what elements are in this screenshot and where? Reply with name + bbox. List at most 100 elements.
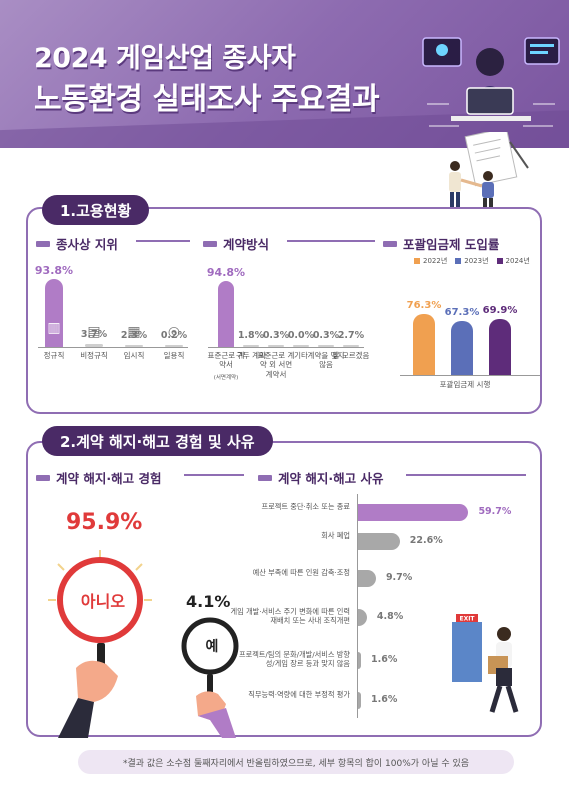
axis-line xyxy=(357,494,358,718)
building-icon: ▥ xyxy=(47,320,61,336)
wage-subtitle: 포괄임금제 도입률 xyxy=(383,234,499,253)
status-subtitle: 종사상 지위 xyxy=(36,234,190,253)
section1-box xyxy=(26,207,542,414)
section2-title: 2.계약 해지·해고 경험 및 사유 xyxy=(42,426,273,456)
value-label: 94.8% xyxy=(206,265,246,279)
value-label: 0.2% xyxy=(160,330,188,341)
contract-subtitle-text: 계약방식 xyxy=(223,237,270,252)
legend-swatch xyxy=(455,258,462,264)
gamer-illustration xyxy=(422,37,560,127)
reason-value-label: 59.7% xyxy=(478,506,512,517)
value-label: 0.0% xyxy=(287,330,315,341)
yes-label: 예 xyxy=(205,639,219,655)
section1-title: 1.고용현황 xyxy=(42,195,150,225)
reason-category-label: 프로젝트 중단·취소 또는 종료 xyxy=(261,502,351,511)
category-label: 잘 모르겠음 xyxy=(332,351,370,360)
subtitle-marker xyxy=(258,474,272,481)
experience-subtitle: 계약 해지·해고 경험 xyxy=(36,468,244,487)
subtitle-rule xyxy=(287,240,375,242)
reason-bar xyxy=(358,692,361,709)
category-label: 구두 계약 xyxy=(236,351,266,360)
calendar-icon: ▦ xyxy=(127,324,141,340)
legend-label: 2023년 xyxy=(464,257,489,265)
yes-value: 4.1% xyxy=(186,592,231,611)
value-label: 2.3% xyxy=(120,330,148,341)
magnifier-yes-illustration xyxy=(181,617,239,738)
category-label: 임시직 xyxy=(123,351,145,360)
status-subtitle-text: 종사상 지위 xyxy=(56,237,118,252)
axis-line xyxy=(208,347,364,348)
wage-legend: 2022년 2023년 2024년 xyxy=(414,256,538,266)
subtitle-rule xyxy=(136,240,190,242)
category-label: 표준근로 계약 외 서면 계약서 xyxy=(257,351,295,379)
bar xyxy=(218,280,234,347)
subtitle-rule xyxy=(406,474,526,476)
reason-bar xyxy=(358,652,361,669)
magnifier-no-illustration xyxy=(48,550,152,738)
reason-bar xyxy=(358,533,400,550)
legend-swatch xyxy=(496,258,503,264)
reason-category-label: 직무능력·역량에 대한 부정적 평가 xyxy=(248,690,350,699)
axis-line xyxy=(400,375,540,376)
category-label: 비정규직 xyxy=(80,351,108,360)
legend-label: 2022년 xyxy=(423,257,448,265)
bar xyxy=(45,279,63,347)
page-title-line1: 2024 게임산업 종사자 xyxy=(34,43,296,74)
reason-value-label: 1.6% xyxy=(371,654,398,665)
handshake-illustration xyxy=(449,132,529,210)
legend-label: 2024년 xyxy=(505,257,530,265)
legend-2023: 2023년 xyxy=(455,256,489,266)
reason-value-label: 4.8% xyxy=(376,611,404,622)
bar xyxy=(293,345,309,347)
wage-bar xyxy=(451,321,473,375)
bar xyxy=(268,345,284,347)
reasons-subtitle: 계약 해지·해고 사유 xyxy=(258,468,526,487)
bar xyxy=(125,345,143,347)
coins-icon: ◎ xyxy=(167,324,181,340)
value-label: 93.8% xyxy=(34,264,74,278)
reason-bar xyxy=(358,570,376,587)
value-label: 3.7% xyxy=(80,329,108,341)
wage-subtitle-text: 포괄임금제 도입률 xyxy=(403,237,500,252)
category-label: 기타 xyxy=(294,351,308,360)
reason-value-label: 22.6% xyxy=(409,535,443,546)
no-value: 95.9% xyxy=(66,510,143,535)
bar xyxy=(243,345,259,347)
value-label: 1.8% xyxy=(237,330,265,341)
reason-bar xyxy=(358,504,469,521)
subtitle-rule xyxy=(184,474,244,476)
page-title-line2: 노동환경 실태조사 주요결과 xyxy=(34,82,380,117)
category-label: 정규직 xyxy=(43,351,65,360)
axis-line xyxy=(38,347,188,348)
bar xyxy=(165,345,183,347)
bar xyxy=(343,345,359,347)
wage-value-label: 69.9% xyxy=(482,305,518,317)
value-label: 0.3% xyxy=(312,330,340,341)
subtitle-marker xyxy=(383,240,397,247)
subtitle-marker xyxy=(203,240,217,247)
bar xyxy=(85,344,103,347)
wage-bar xyxy=(489,319,511,375)
reason-category-label: 예산 부족에 따른 인원 감축·조정 xyxy=(252,568,350,577)
wage-value-label: 76.3% xyxy=(406,299,442,311)
wage-category-label: 포괄임금제 시행 xyxy=(439,380,491,389)
value-label: 2.7% xyxy=(337,330,365,341)
header-banner: 2024 게임산업 종사자 노동환경 실태조사 주요결과 xyxy=(0,0,569,148)
reason-value-label: 1.6% xyxy=(371,694,398,705)
category-label: 표준근로 계약서 xyxy=(207,351,245,370)
wage-bar xyxy=(413,313,435,375)
legend-2024: 2024년 xyxy=(496,256,530,266)
reason-category-label: 게임 개발·서비스 주기 변화에 따른 인력 재배치 또는 사내 조직개편 xyxy=(230,607,350,626)
reason-category-label: 회사 폐업 xyxy=(321,531,350,540)
reason-value-label: 9.7% xyxy=(385,572,413,583)
subtitle-marker xyxy=(36,474,50,481)
experience-subtitle-text: 계약 해지·해고 경험 xyxy=(56,471,162,486)
no-label: 아니오 xyxy=(80,592,126,611)
contract-sub-label: (서면계약) xyxy=(213,375,239,381)
reason-category-label: 프로젝트/팀의 문화/개발/서비스 방향성/게임 장르 등과 맞지 않음 xyxy=(238,650,350,669)
category-label: 계약을 맺지 않음 xyxy=(307,351,345,370)
legend-2022: 2022년 xyxy=(414,256,447,266)
bar xyxy=(318,345,334,347)
contract-subtitle: 계약방식 xyxy=(203,234,375,253)
exit-illustration: EXIT xyxy=(452,614,519,713)
